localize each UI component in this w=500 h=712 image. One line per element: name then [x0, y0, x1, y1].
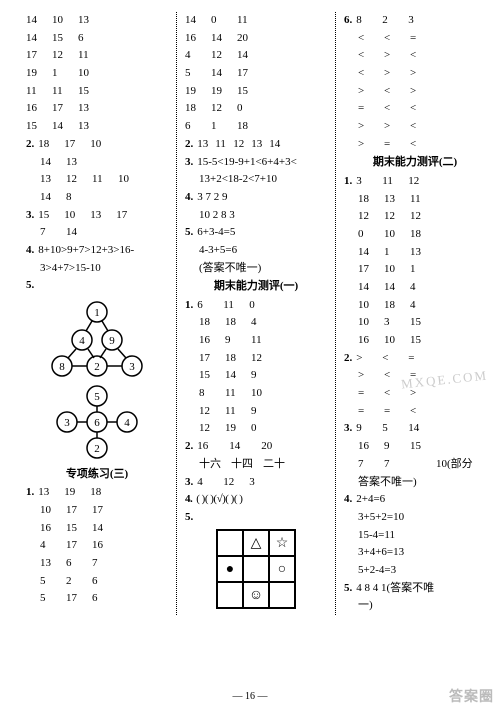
cross-diagram: 5 3 6 4 2 [26, 384, 168, 460]
col1-block1: 141013 14156 171211 19110 111115 161713 … [26, 12, 168, 135]
svg-text:6: 6 [94, 417, 100, 429]
filled-circle-icon: ● [217, 556, 243, 582]
svg-text:4: 4 [79, 335, 85, 347]
svg-text:8: 8 [59, 361, 65, 373]
item-num: 1. [26, 484, 34, 501]
item-num: 3. [26, 207, 34, 224]
svg-text:1: 1 [94, 307, 100, 319]
item-5-label: 5. [26, 277, 34, 294]
section-title: 专项练习(三) [26, 466, 168, 483]
triangle-diagram: 1 4 9 8 2 3 [26, 300, 168, 378]
svg-text:3: 3 [129, 361, 135, 373]
svg-text:2: 2 [94, 443, 100, 455]
item-num: 4. [26, 242, 34, 259]
star-icon: ☆ [269, 530, 295, 556]
page-number: — 16 — [0, 689, 500, 704]
section-title: 期末能力测评(一) [185, 278, 327, 295]
circle-icon: ○ [269, 556, 295, 582]
val: 18 [38, 136, 64, 153]
smiley-icon: ☺ [243, 582, 269, 608]
svg-text:9: 9 [109, 335, 115, 347]
svg-text:2: 2 [94, 361, 100, 373]
triangle-icon: △ [243, 530, 269, 556]
svg-text:5: 5 [94, 391, 100, 403]
svg-text:4: 4 [124, 417, 130, 429]
item-num: 2. [26, 136, 34, 153]
watermark: 答案圈 [449, 687, 494, 708]
svg-text:3: 3 [64, 417, 70, 429]
shapes-grid: △☆ ● ○ ☺ [216, 529, 296, 609]
section-title: 期末能力测评(二) [344, 154, 486, 171]
checkbox-answers: ( )( )(√)( )( ) [196, 491, 242, 508]
